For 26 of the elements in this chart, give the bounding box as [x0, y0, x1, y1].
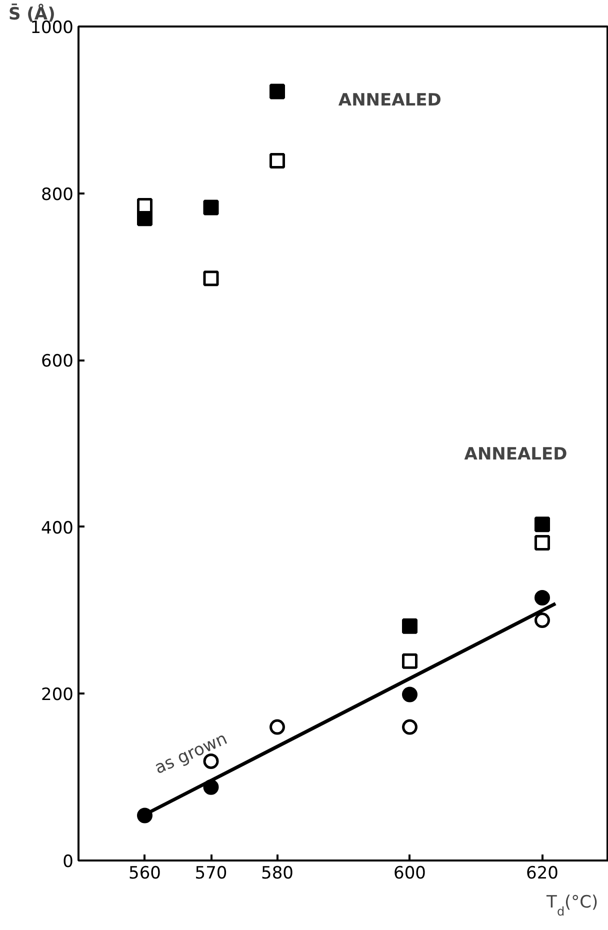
point — [270, 719, 285, 735]
point — [137, 198, 152, 214]
annotation: ANNEALED — [464, 444, 568, 464]
y-tick-label: 600 — [41, 352, 74, 372]
point — [534, 516, 550, 532]
x-tick-label: 570 — [194, 864, 228, 884]
x-tick-label: 560 — [128, 864, 161, 884]
point — [402, 686, 418, 702]
y-tick-label: 200 — [41, 685, 74, 706]
annotation: ANNEALED — [338, 90, 442, 111]
y-tick-label: 800 — [41, 184, 74, 205]
point — [270, 153, 285, 169]
x-tick-label: 580 — [261, 864, 294, 884]
point — [203, 270, 219, 286]
x-tick-label: 620 — [526, 864, 558, 884]
y-tick-label: 400 — [41, 518, 74, 538]
x-tick-label: 600 — [394, 864, 426, 884]
point — [534, 534, 550, 550]
point — [270, 84, 285, 100]
point — [402, 719, 418, 735]
point — [402, 618, 418, 634]
point — [203, 200, 219, 216]
point — [402, 653, 418, 669]
point — [534, 612, 550, 628]
point — [534, 590, 550, 606]
y-tick-label: 0 — [62, 852, 74, 872]
